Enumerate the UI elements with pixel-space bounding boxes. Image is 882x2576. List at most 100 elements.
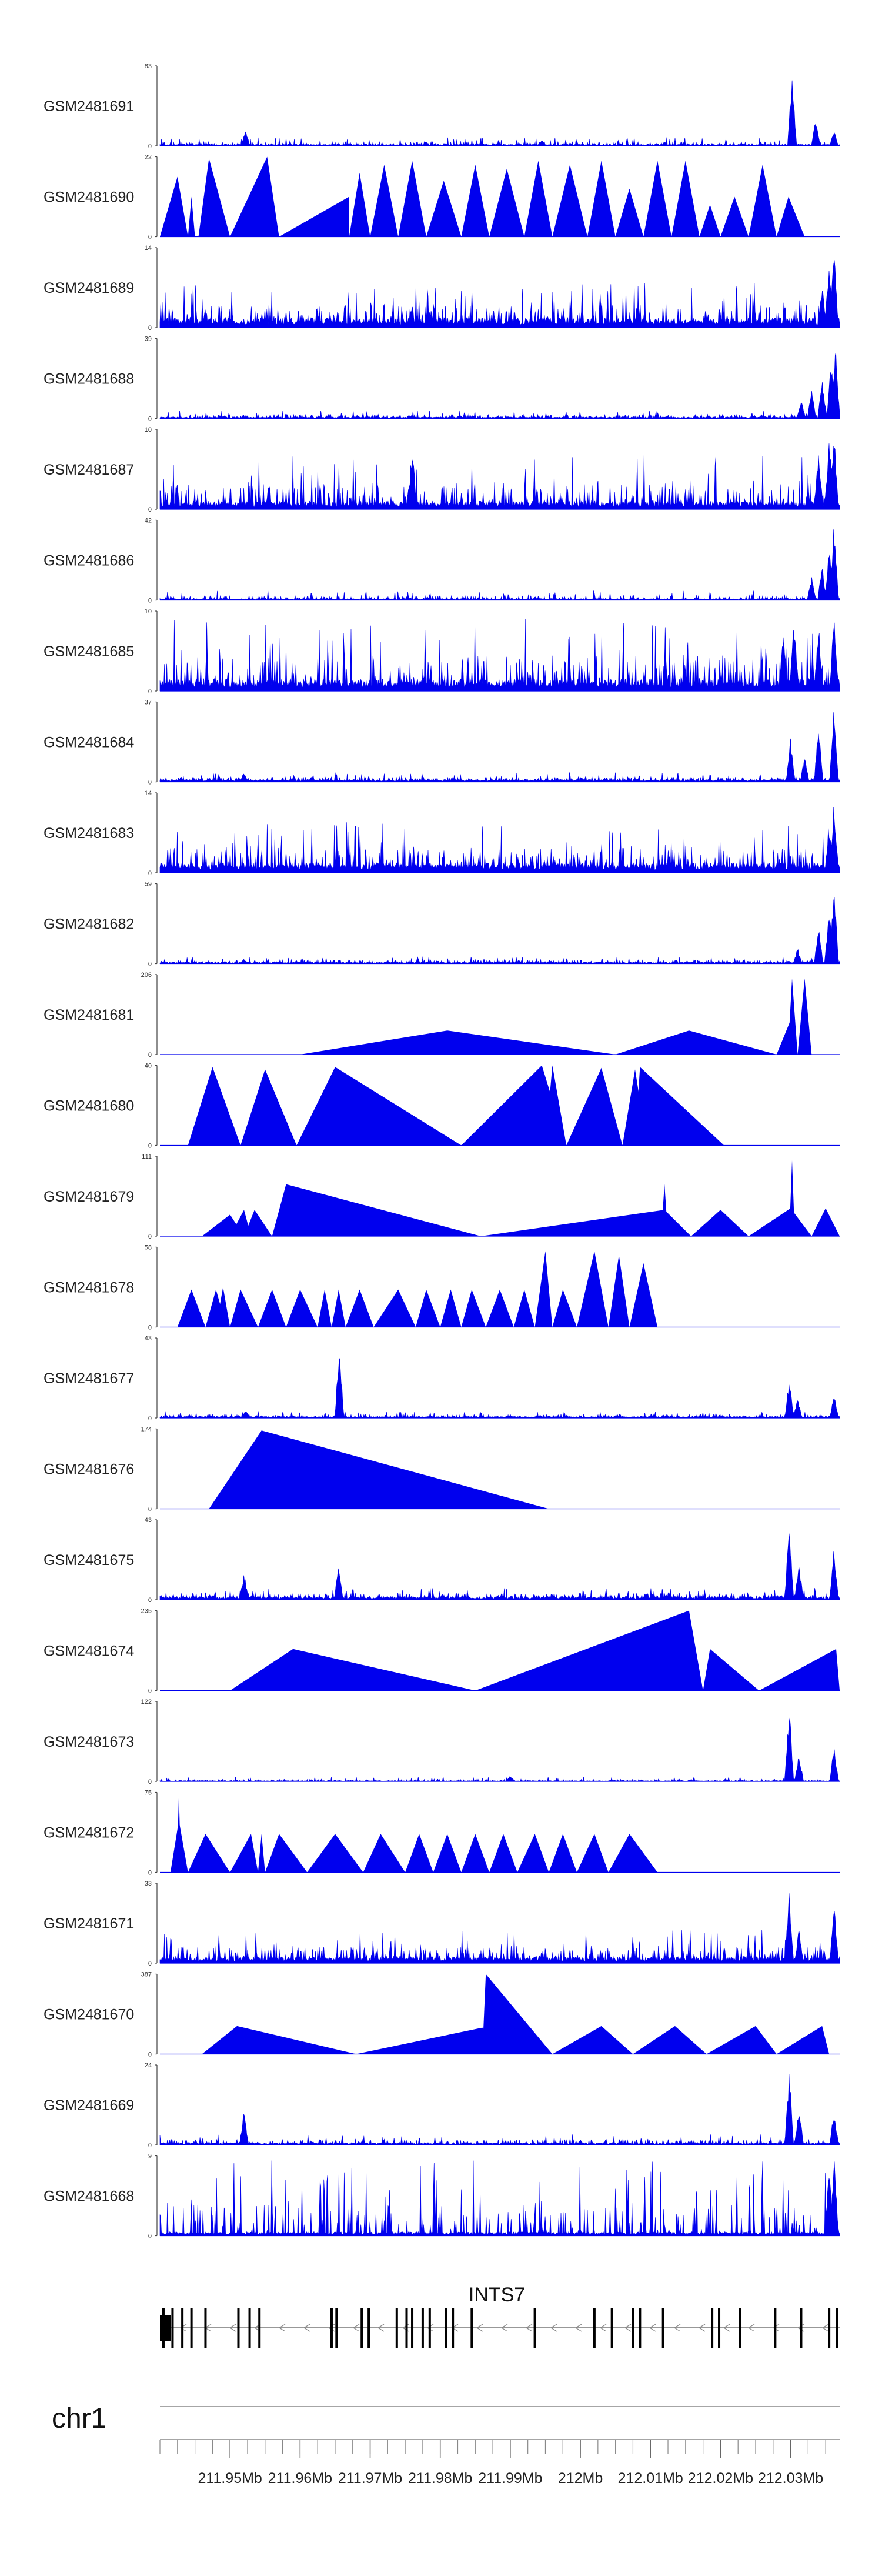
- y-max-label: 40: [145, 1063, 152, 1070]
- coverage-peak: [691, 1210, 749, 1236]
- gene-exon: [330, 2308, 333, 2348]
- track-GSM2481680: GSM2481680 40 0: [44, 1063, 840, 1150]
- y-max-label: 43: [145, 1335, 152, 1342]
- chromosome-label: chr1: [52, 2403, 106, 2434]
- coverage-peak: [608, 1834, 658, 1873]
- gene-exon: [428, 2308, 431, 2348]
- coverage-peak: [286, 1289, 318, 1327]
- coverage-peak: [258, 1289, 286, 1327]
- track-GSM2481689: GSM2481689 14 0: [44, 245, 840, 332]
- strand-arrow: [476, 2324, 483, 2332]
- track-label: GSM2481685: [44, 643, 134, 660]
- coverage-peak: [405, 1834, 433, 1873]
- track-label: GSM2481670: [44, 2007, 134, 2023]
- axis-tick-label: 211.95Mb: [198, 2470, 262, 2487]
- coverage-peak: [671, 161, 700, 237]
- gene-exon: [774, 2308, 777, 2348]
- coverage-peak: [749, 1208, 812, 1236]
- coverage-peak: [577, 1251, 609, 1327]
- gene-exon: [828, 2308, 831, 2348]
- y-max-label: 10: [145, 426, 152, 433]
- coverage-peak: [545, 1065, 567, 1146]
- coverage-peak: [265, 1834, 308, 1873]
- strand-arrow: [426, 2324, 434, 2332]
- coverage-area: [159, 1893, 840, 1964]
- y-min-label: 0: [148, 2051, 152, 2058]
- strand-arrow: [574, 2324, 582, 2332]
- track-label: GSM2481680: [44, 1098, 134, 1115]
- gene-exon: [421, 2308, 424, 2348]
- coverage-peak: [534, 1251, 553, 1327]
- gene-exon: [533, 2308, 536, 2348]
- y-min-label: 0: [148, 1870, 152, 1877]
- strand-arrow: [303, 2324, 310, 2332]
- track-label: GSM2481679: [44, 1189, 134, 1205]
- track-GSM2481690: GSM2481690 22 0: [44, 154, 840, 241]
- coverage-peak: [461, 165, 490, 237]
- strand-arrow: [525, 2324, 533, 2332]
- coverage-peak: [489, 168, 524, 237]
- coverage-peak: [797, 978, 812, 1055]
- y-max-label: 39: [145, 336, 152, 343]
- track-GSM2481684: GSM2481684 37 0: [44, 699, 840, 786]
- coverage-peak: [661, 1184, 668, 1236]
- gene-exon: [711, 2308, 714, 2348]
- coverage-area: [159, 1358, 840, 1419]
- gene-exon: [258, 2308, 261, 2348]
- track-label: GSM2481690: [44, 189, 134, 206]
- strand-arrow: [649, 2324, 656, 2332]
- y-min-label: 0: [148, 1688, 152, 1695]
- axis-tick-label: 211.97Mb: [338, 2470, 402, 2487]
- strand-arrow: [821, 2324, 829, 2332]
- coverage-peak: [524, 161, 553, 237]
- gene-label: INTS7: [469, 2284, 525, 2306]
- coverage-area: [159, 807, 840, 873]
- y-min-label: 0: [148, 234, 152, 241]
- coverage-peak: [230, 1649, 476, 1691]
- track-GSM2481691: GSM2481691 83 0: [44, 63, 840, 150]
- y-min-label: 0: [148, 598, 152, 605]
- track-label: GSM2481682: [44, 916, 134, 933]
- gene-exon: [368, 2308, 370, 2348]
- y-max-label: 59: [145, 881, 152, 888]
- coverage-peak: [349, 172, 370, 237]
- coverage-peak: [230, 1210, 251, 1236]
- coverage-peak: [699, 205, 721, 237]
- coverage-peak: [475, 1610, 703, 1691]
- strand-arrow: [500, 2324, 508, 2332]
- coverage-peak: [332, 1289, 346, 1327]
- gene-exon: [836, 2308, 838, 2348]
- coverage-peak: [272, 1184, 481, 1236]
- coverage-area: [159, 712, 840, 782]
- y-min-label: 0: [148, 1324, 152, 1332]
- coverage-peak: [345, 1289, 374, 1327]
- coverage-peak: [307, 1834, 363, 1873]
- gene-exon: [445, 2308, 447, 2348]
- y-max-label: 122: [141, 1699, 152, 1706]
- y-max-label: 33: [145, 1880, 152, 1887]
- track-GSM2481675: GSM2481675 43 0: [44, 1517, 840, 1604]
- coverage-area: [159, 2160, 840, 2236]
- y-max-label: 22: [145, 154, 152, 161]
- coverage-area: [159, 2074, 840, 2145]
- y-max-label: 58: [145, 1244, 152, 1252]
- coverage-peak: [300, 1030, 616, 1055]
- coverage-peak: [373, 1289, 416, 1327]
- coverage-peak: [370, 165, 399, 237]
- track-GSM2481677: GSM2481677 43 0: [44, 1335, 840, 1422]
- gene-exon: [237, 2308, 240, 2348]
- coverage-peak: [258, 1834, 265, 1873]
- y-max-label: 14: [145, 245, 152, 252]
- track-GSM2481674: GSM2481674 235 0: [44, 1608, 840, 1695]
- track-GSM2481686: GSM2481686 42 0: [44, 518, 840, 605]
- coverage-peak: [749, 165, 777, 237]
- coverage-peak: [279, 196, 349, 237]
- y-min-label: 0: [148, 2142, 152, 2149]
- coverage-peak: [486, 1289, 514, 1327]
- y-min-label: 0: [148, 870, 152, 877]
- track-label: GSM2481673: [44, 1734, 134, 1750]
- track-GSM2481679: GSM2481679 111 0: [44, 1153, 840, 1240]
- track-GSM2481670: GSM2481670 387 0: [44, 1971, 840, 2058]
- track-label: GSM2481683: [44, 825, 134, 842]
